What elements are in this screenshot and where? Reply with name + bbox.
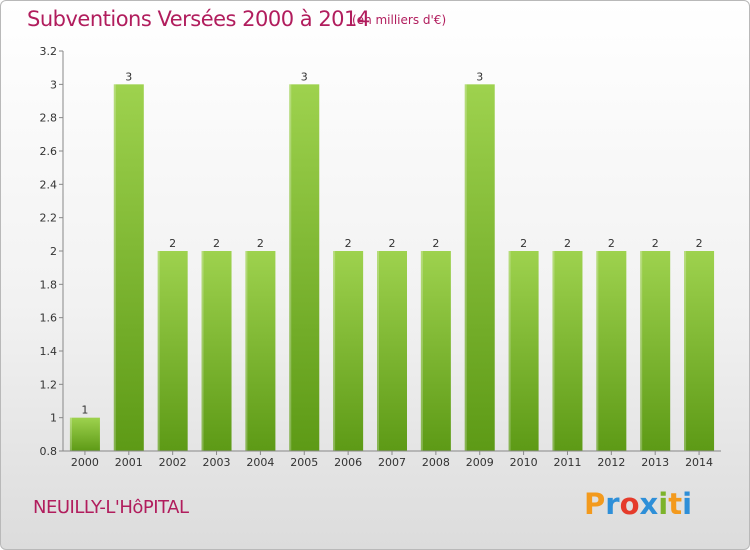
data-label: 2 xyxy=(608,237,615,250)
bar-highlight xyxy=(640,251,643,451)
y-tick-label: 2.6 xyxy=(40,145,58,158)
bar-highlight xyxy=(596,251,599,451)
bar xyxy=(508,251,539,451)
x-tick-label: 2001 xyxy=(115,456,143,469)
bar-highlight xyxy=(333,251,336,451)
bar-highlight xyxy=(552,251,555,451)
chart-subtitle: (en milliers d'€) xyxy=(352,13,447,27)
data-label: 2 xyxy=(432,237,439,250)
bar-highlight xyxy=(245,251,248,451)
y-tick-label: 2.2 xyxy=(40,212,58,225)
x-tick-label: 2014 xyxy=(685,456,713,469)
bar xyxy=(333,251,364,451)
bar-highlight xyxy=(289,84,292,451)
bar xyxy=(420,251,451,451)
y-tick-label: 1.4 xyxy=(40,345,58,358)
bar xyxy=(552,251,583,451)
bar xyxy=(69,417,100,451)
x-tick-label: 2010 xyxy=(510,456,538,469)
logo-letter: i xyxy=(658,487,669,521)
data-label: 2 xyxy=(345,237,352,250)
bar-highlight xyxy=(377,251,379,451)
x-tick-label: 2008 xyxy=(422,456,450,469)
y-tick-label: 1.2 xyxy=(40,378,58,391)
y-tick-label: 1.8 xyxy=(40,278,58,291)
logo-letter: o xyxy=(619,487,640,521)
y-tick-label: 0.8 xyxy=(40,445,58,458)
bar-highlight xyxy=(508,251,511,451)
bar xyxy=(201,251,232,451)
data-label: 2 xyxy=(520,237,527,250)
y-tick-label: 2.8 xyxy=(40,112,58,125)
x-tick-label: 2012 xyxy=(597,456,625,469)
data-label: 3 xyxy=(476,70,483,83)
y-tick-label: 1 xyxy=(50,412,57,425)
x-tick-label: 2007 xyxy=(378,456,406,469)
data-label: 1 xyxy=(81,404,88,417)
x-tick-label: 2005 xyxy=(290,456,318,469)
chart-title: Subventions Versées 2000 à 2014 xyxy=(27,7,370,31)
proxiti-logo: Proxiti xyxy=(584,487,692,521)
data-label: 2 xyxy=(257,237,264,250)
data-label: 2 xyxy=(652,237,659,250)
bar-highlight xyxy=(157,251,160,451)
x-tick-label: 2002 xyxy=(159,456,187,469)
bar xyxy=(464,84,495,451)
x-tick-label: 2006 xyxy=(334,456,362,469)
logo-letter: P xyxy=(584,487,606,521)
bars-layer: 1 3 2 2 2 3 2 2 2 3 2 2 2 2 2 xyxy=(69,70,715,451)
bar xyxy=(596,251,627,451)
y-tick-label: 3.2 xyxy=(40,45,58,58)
y-tick-label: 1.6 xyxy=(40,312,58,325)
bar xyxy=(113,84,144,451)
bar-highlight xyxy=(69,417,72,451)
x-tick-label: 2013 xyxy=(641,456,669,469)
bar xyxy=(640,251,671,451)
data-label: 2 xyxy=(169,237,176,250)
data-label: 2 xyxy=(213,237,220,250)
data-label: 2 xyxy=(696,237,703,250)
x-tick-label: 2009 xyxy=(466,456,494,469)
x-tick-label: 2004 xyxy=(246,456,274,469)
bar-highlight xyxy=(420,251,423,451)
bar-highlight xyxy=(684,251,687,451)
bar-highlight xyxy=(113,84,116,451)
axis-layer: 2000 2001 2002 2003 2004 2005 2006 2007 2008 2009… xyxy=(40,45,721,469)
bar xyxy=(157,251,188,451)
bar-highlight xyxy=(201,251,204,451)
y-tick-label: 2.4 xyxy=(40,178,58,191)
logo-letter: i xyxy=(682,487,693,521)
data-label: 2 xyxy=(389,237,396,250)
bar xyxy=(684,251,715,451)
x-tick-label: 2011 xyxy=(553,456,581,469)
commune-name: NEUILLY-L'HôPITAL xyxy=(33,497,189,518)
y-tick-label: 2 xyxy=(50,245,57,258)
data-label: 3 xyxy=(301,70,308,83)
logo-letter: r xyxy=(605,487,620,521)
x-tick-label: 2000 xyxy=(71,456,99,469)
x-tick-label: 2003 xyxy=(203,456,231,469)
logo-letter: t xyxy=(668,487,683,521)
logo-letter: x xyxy=(639,487,659,521)
bar-highlight xyxy=(464,84,467,451)
data-label: 2 xyxy=(564,237,571,250)
bar xyxy=(289,84,320,451)
y-tick-label: 3 xyxy=(50,78,57,91)
bar xyxy=(377,251,407,451)
bar xyxy=(245,251,276,451)
data-label: 3 xyxy=(125,70,132,83)
